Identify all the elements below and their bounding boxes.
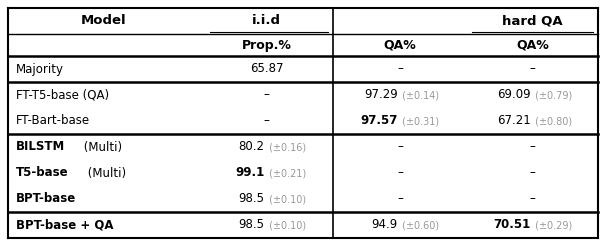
- Text: FT-Bart-base: FT-Bart-base: [16, 114, 90, 127]
- Text: i.i.d: i.i.d: [252, 15, 281, 28]
- Text: –: –: [530, 167, 536, 180]
- Text: BPT-base + QA: BPT-base + QA: [16, 218, 113, 231]
- Text: –: –: [264, 114, 270, 127]
- Text: BILSTM: BILSTM: [16, 140, 65, 154]
- Text: (±0.80): (±0.80): [531, 116, 571, 126]
- Text: (±0.10): (±0.10): [265, 194, 305, 204]
- Text: –: –: [397, 62, 403, 76]
- Text: 99.1: 99.1: [235, 167, 264, 180]
- Text: 80.2: 80.2: [239, 140, 264, 154]
- Text: 69.09: 69.09: [497, 89, 530, 102]
- Text: –: –: [397, 167, 403, 180]
- Text: 67.21: 67.21: [497, 114, 530, 127]
- Text: QA%: QA%: [516, 39, 549, 51]
- Text: (±0.10): (±0.10): [265, 220, 305, 230]
- Text: Prop.%: Prop.%: [242, 39, 291, 51]
- Text: (Multi): (Multi): [84, 167, 126, 180]
- Text: –: –: [264, 89, 270, 102]
- Text: (Multi): (Multi): [79, 140, 122, 154]
- Text: –: –: [397, 140, 403, 154]
- Text: 98.5: 98.5: [239, 193, 264, 205]
- Text: FT-T5-base (QA): FT-T5-base (QA): [16, 89, 109, 102]
- Text: (±0.21): (±0.21): [265, 168, 306, 178]
- Text: BPT-base: BPT-base: [16, 193, 76, 205]
- Text: –: –: [530, 193, 536, 205]
- Text: QA%: QA%: [384, 39, 416, 51]
- Text: (±0.79): (±0.79): [531, 90, 571, 100]
- Text: –: –: [530, 62, 536, 76]
- Text: 94.9: 94.9: [371, 218, 398, 231]
- Text: T5-base: T5-base: [16, 167, 68, 180]
- Text: 97.57: 97.57: [361, 114, 398, 127]
- Text: 98.5: 98.5: [239, 218, 264, 231]
- Text: (±0.31): (±0.31): [399, 116, 439, 126]
- Text: (±0.60): (±0.60): [399, 220, 439, 230]
- Text: Majority: Majority: [16, 62, 64, 76]
- Text: Model: Model: [81, 15, 127, 28]
- Text: 70.51: 70.51: [493, 218, 530, 231]
- Text: (±0.29): (±0.29): [531, 220, 571, 230]
- Text: 97.29: 97.29: [364, 89, 398, 102]
- Text: –: –: [397, 193, 403, 205]
- Text: (±0.16): (±0.16): [265, 142, 305, 152]
- Text: (±0.14): (±0.14): [399, 90, 439, 100]
- Text: 65.87: 65.87: [250, 62, 283, 76]
- Text: hard QA: hard QA: [502, 15, 563, 28]
- Text: –: –: [530, 140, 536, 154]
